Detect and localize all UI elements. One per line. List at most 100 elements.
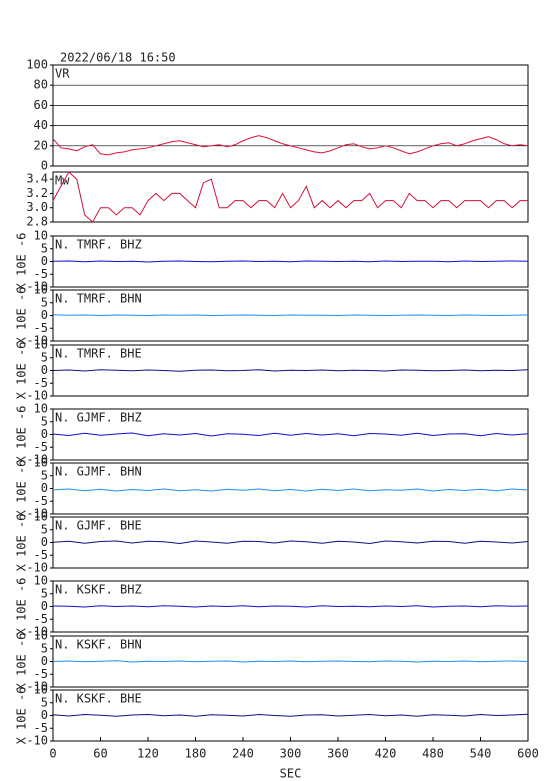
series-label: N. GJMF. BHE	[55, 519, 142, 533]
y-tick-label: -5	[34, 321, 48, 335]
x-tick-label: 300	[280, 747, 302, 761]
y-tick-label: 80	[34, 78, 48, 92]
y-axis-label: X 10E -6	[15, 578, 29, 636]
x-tick-label: 240	[232, 747, 254, 761]
y-tick-label: 20	[34, 138, 48, 152]
x-tick-label: 180	[185, 747, 207, 761]
series-label: N. TMRF. BHZ	[55, 238, 142, 252]
series-label: VR	[55, 67, 70, 81]
y-tick-label: 0	[41, 254, 48, 268]
y-tick-label: 0	[41, 363, 48, 377]
y-tick-label: 10	[34, 456, 48, 470]
y-tick-label: 0	[41, 708, 48, 722]
x-axis-label: SEC	[280, 767, 302, 781]
y-axis-label: X 10E -6	[15, 342, 29, 400]
y-tick-label: -5	[34, 440, 48, 454]
y-tick-label: -10	[26, 680, 48, 694]
y-tick-label: 5	[41, 350, 48, 364]
y-tick-label: 0	[41, 654, 48, 668]
y-tick-label: 2.8	[26, 215, 48, 229]
y-tick-label: 0	[41, 535, 48, 549]
y-tick-label: 0	[41, 308, 48, 322]
y-tick-label: 5	[41, 295, 48, 309]
x-tick-label: 120	[137, 747, 159, 761]
y-tick-label: 60	[34, 98, 48, 112]
y-axis-label: X 10E -6	[15, 287, 29, 345]
y-tick-label: 5	[41, 522, 48, 536]
series-line	[52, 314, 529, 317]
x-tick-label: 420	[375, 747, 397, 761]
panel-frame	[52, 171, 529, 223]
y-tick-label: 5	[41, 586, 48, 600]
series-label: N. KSKF. BHE	[55, 692, 142, 706]
y-tick-label: 0	[41, 427, 48, 441]
series-label: N. TMRF. BHN	[55, 292, 142, 306]
y-tick-label: 3.4	[26, 172, 48, 186]
y-tick-label: 10	[34, 629, 48, 643]
series-line	[52, 135, 529, 156]
y-tick-label: 3.2	[26, 186, 48, 200]
series-label: N. KSKF. BHZ	[55, 583, 142, 597]
y-tick-label: 100	[26, 58, 48, 72]
series-label: N. GJMF. BHZ	[55, 411, 142, 425]
x-tick-label: 480	[422, 747, 444, 761]
y-tick-label: -5	[34, 667, 48, 681]
y-tick-label: -5	[34, 267, 48, 281]
y-tick-label: 10	[34, 574, 48, 588]
y-tick-label: 10	[34, 338, 48, 352]
series-line	[52, 488, 529, 492]
series-line	[52, 713, 529, 717]
y-tick-label: 10	[34, 683, 48, 697]
series-line	[52, 260, 529, 263]
y-tick-label: -10	[26, 507, 48, 521]
x-tick-label: 360	[327, 747, 349, 761]
y-tick-label: -10	[26, 625, 48, 639]
series-label: N. GJMF. BHN	[55, 465, 142, 479]
series-line	[52, 540, 529, 545]
series-line	[52, 605, 529, 608]
y-tick-label: 10	[34, 510, 48, 524]
y-tick-label: 5	[41, 468, 48, 482]
y-tick-label: -10	[26, 389, 48, 403]
series-line	[52, 171, 528, 223]
y-tick-label: -10	[26, 734, 48, 748]
y-tick-label: 40	[34, 118, 48, 132]
y-tick-label: -10	[26, 334, 48, 348]
y-tick-label: 5	[41, 695, 48, 709]
y-tick-label: -5	[34, 376, 48, 390]
x-tick-label: 60	[93, 747, 107, 761]
y-tick-label: 0	[41, 159, 48, 173]
x-tick-label: 0	[49, 747, 56, 761]
series-label: Mw	[55, 174, 70, 188]
y-tick-label: -5	[34, 548, 48, 562]
y-tick-label: -5	[34, 494, 48, 508]
y-tick-label: 0	[41, 599, 48, 613]
series-line	[52, 432, 529, 437]
series-line	[52, 660, 529, 663]
y-axis-label: X 10E -6	[15, 233, 29, 291]
x-tick-label: 600	[517, 747, 539, 761]
y-tick-label: 3.0	[26, 200, 48, 214]
y-tick-label: 5	[41, 414, 48, 428]
x-tick-label: 540	[470, 747, 492, 761]
y-tick-label: 10	[34, 283, 48, 297]
y-tick-label: -5	[34, 721, 48, 735]
y-tick-label: -10	[26, 453, 48, 467]
y-axis-label: X 10E -6	[15, 687, 29, 745]
y-tick-label: 5	[41, 641, 48, 655]
series-label: N. KSKF. BHN	[55, 638, 142, 652]
y-tick-label: -10	[26, 561, 48, 575]
y-tick-label: -10	[26, 280, 48, 294]
y-axis-label: X 10E -6	[15, 406, 29, 464]
y-axis-label: X 10E -6	[15, 514, 29, 572]
y-tick-label: 10	[34, 402, 48, 416]
chart-title: 2022/06/18 16:50	[60, 51, 176, 65]
y-tick-label: 0	[41, 481, 48, 495]
series-line	[52, 369, 529, 372]
panel-frame	[52, 64, 529, 167]
y-tick-label: -5	[34, 612, 48, 626]
y-tick-label: 5	[41, 241, 48, 255]
y-tick-label: 10	[34, 229, 48, 243]
series-label: N. TMRF. BHE	[55, 347, 142, 361]
